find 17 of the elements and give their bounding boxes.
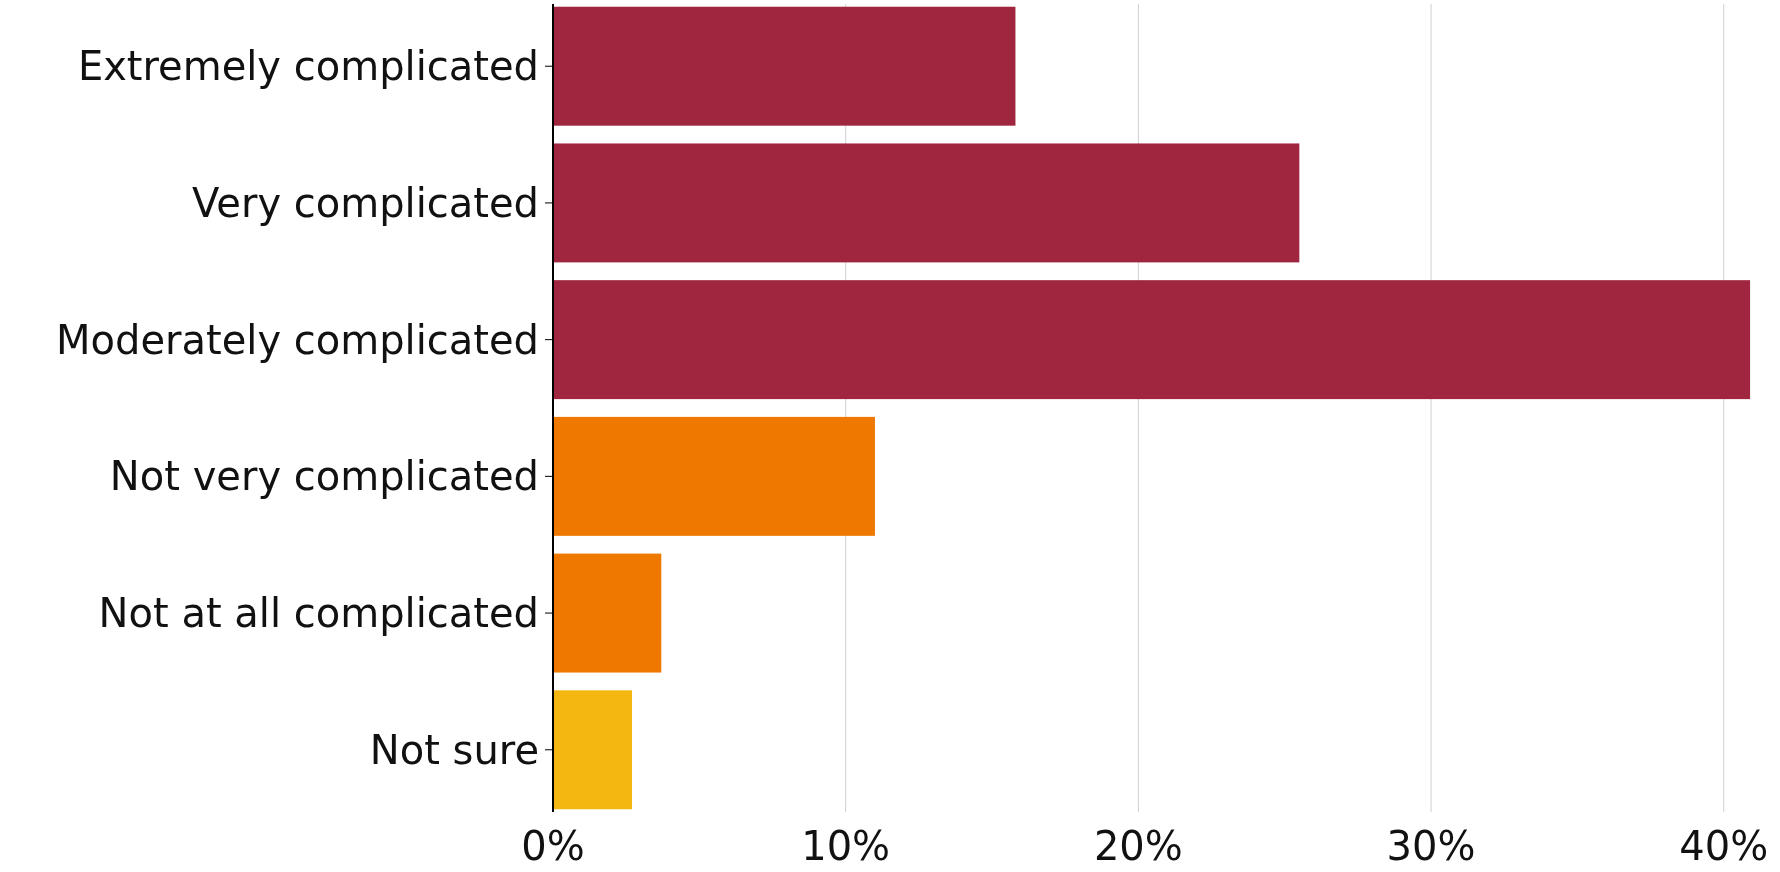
- x-tick-label: 40%: [1679, 823, 1769, 869]
- bar: [553, 280, 1751, 400]
- y-tick-label: Not at all complicated: [98, 590, 539, 637]
- bar: [553, 553, 662, 673]
- bar: [553, 143, 1300, 263]
- bar: [553, 690, 633, 810]
- x-tick-label: 0%: [521, 823, 585, 869]
- y-tick-label: Moderately complicated: [56, 316, 539, 363]
- bar: [553, 416, 875, 536]
- x-tick-label: 30%: [1386, 823, 1476, 869]
- x-tick-label: 20%: [1093, 823, 1183, 869]
- y-tick-label: Not very complicated: [109, 453, 539, 500]
- x-tick-label: 10%: [801, 823, 891, 869]
- y-tick-label: Very complicated: [192, 179, 539, 226]
- y-tick-label: Extremely complicated: [77, 43, 539, 90]
- y-tick-label: Not sure: [369, 726, 539, 773]
- bar: [553, 6, 1016, 126]
